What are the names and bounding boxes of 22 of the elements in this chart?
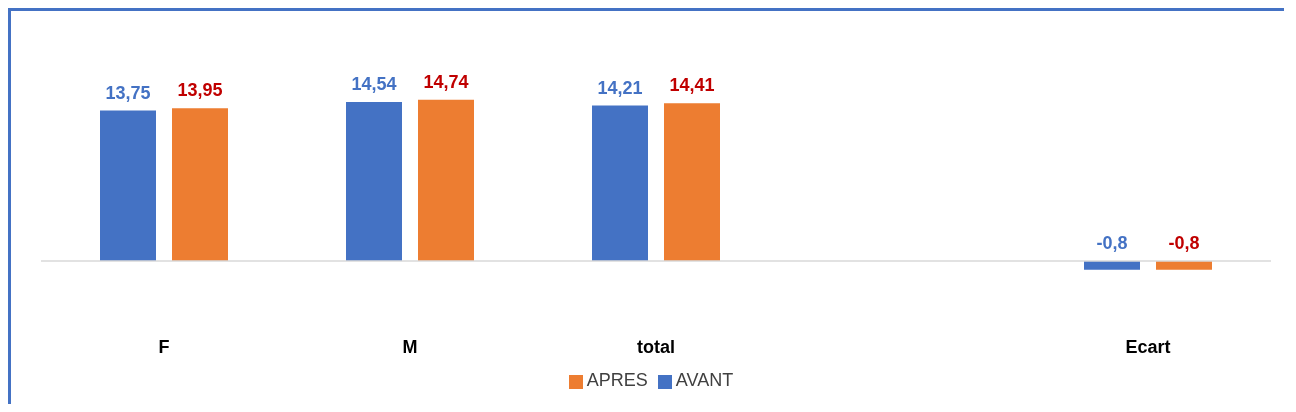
bar: [1156, 260, 1212, 270]
bar: [346, 101, 402, 261]
legend-label: AVANT: [675, 370, 734, 390]
bar: [664, 103, 720, 261]
bar: [100, 110, 156, 261]
data-label: 14,41: [669, 75, 715, 96]
data-label: 14,54: [351, 73, 397, 94]
data-label: -0,8: [1168, 232, 1200, 253]
data-label: 13,75: [105, 82, 151, 103]
data-label: 14,21: [597, 77, 643, 98]
data-label: 13,95: [177, 80, 223, 101]
x-tick-label: total: [637, 336, 675, 357]
bar: [1084, 260, 1140, 270]
x-tick-label: M: [402, 336, 418, 357]
x-tick-label: Ecart: [1125, 336, 1171, 357]
bar: [592, 105, 648, 261]
x-tick-label: F: [158, 336, 170, 357]
data-label: 14,74: [423, 71, 469, 92]
data-label: -0,8: [1096, 232, 1128, 253]
bar: [172, 108, 228, 261]
bar: [418, 99, 474, 261]
legend-label: APRES: [586, 370, 648, 390]
